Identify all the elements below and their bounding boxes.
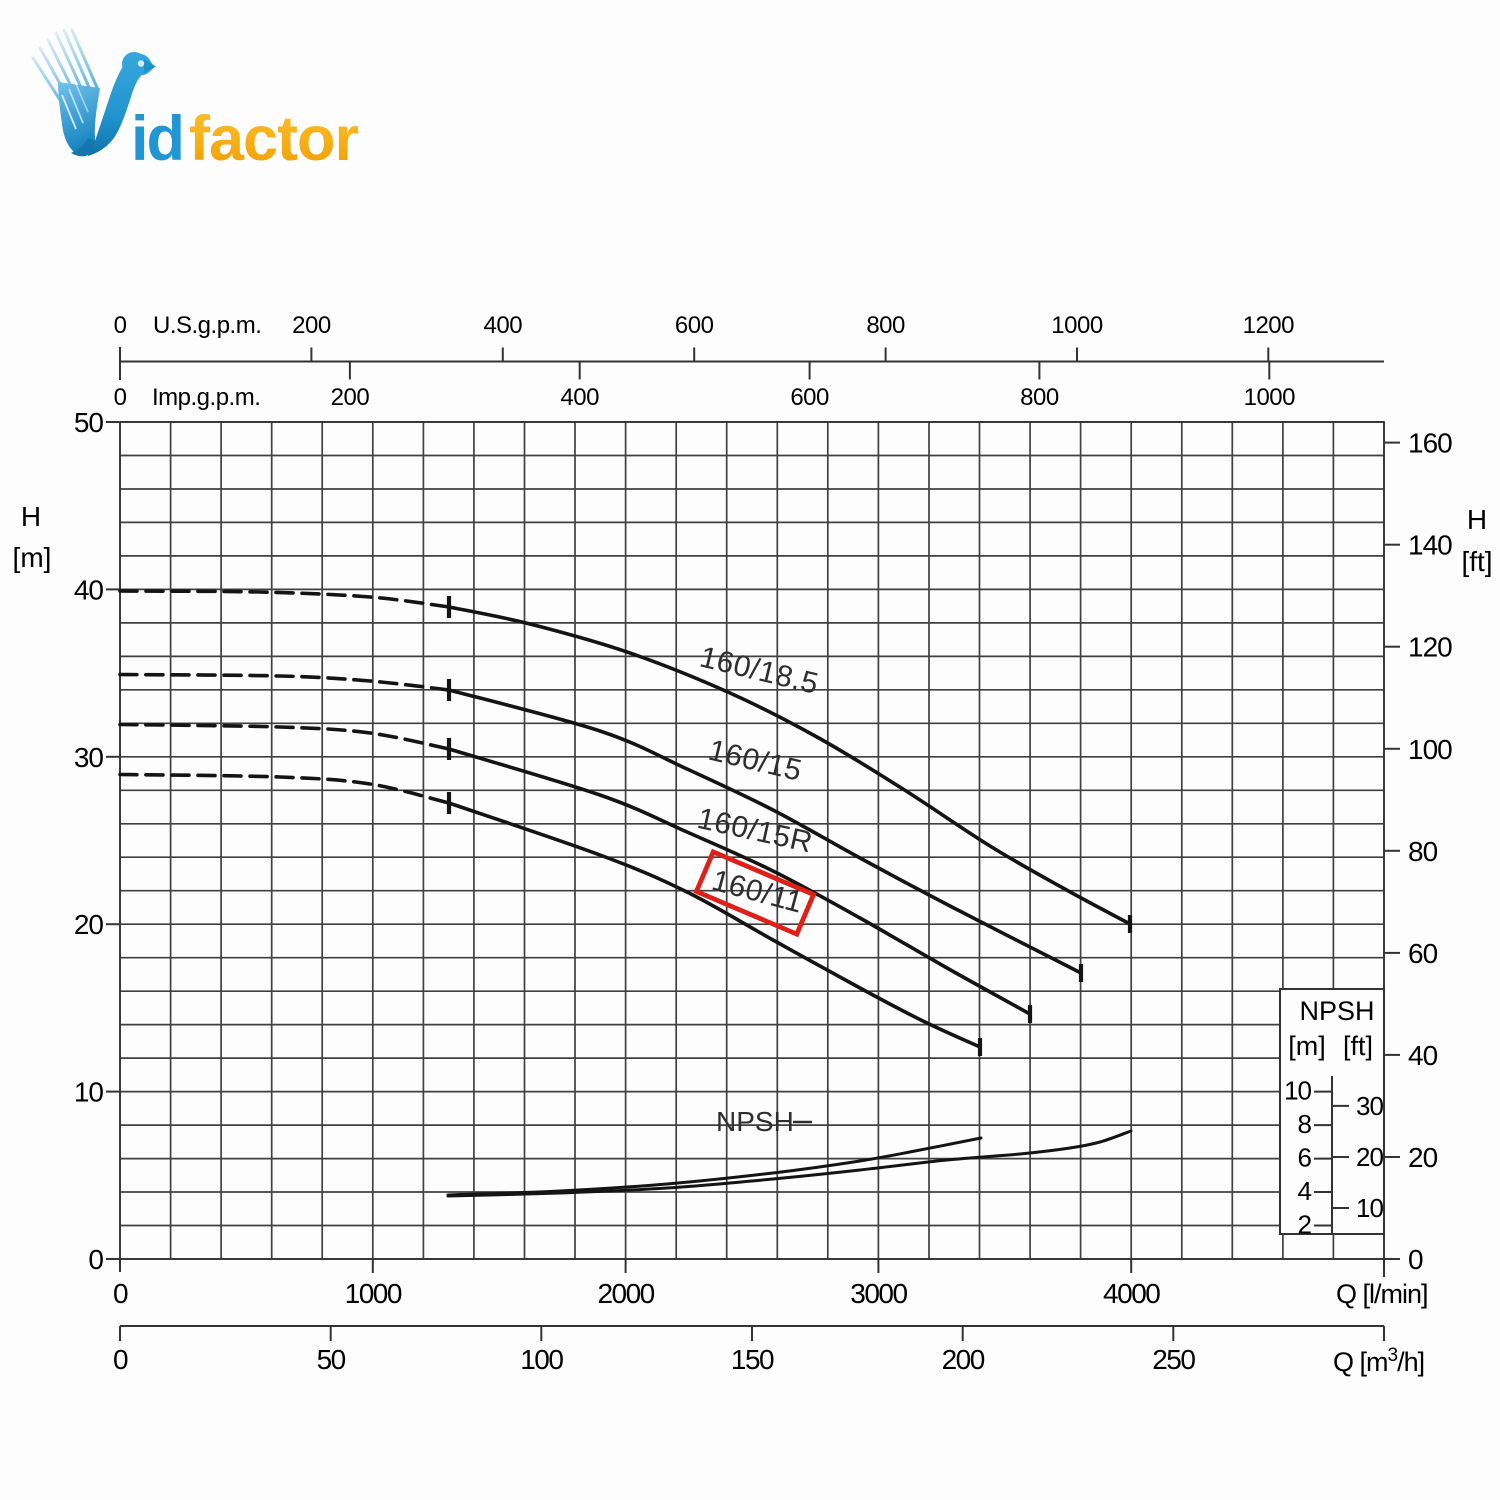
svg-text:4000: 4000: [1103, 1278, 1160, 1309]
svg-text:600: 600: [675, 312, 714, 339]
svg-text:1000: 1000: [1051, 312, 1103, 339]
svg-text:Q [l/min]: Q [l/min]: [1336, 1279, 1428, 1309]
svg-text:140: 140: [1408, 530, 1452, 561]
svg-text:0: 0: [113, 1278, 128, 1309]
svg-text:60: 60: [1408, 938, 1438, 969]
svg-text:[m]: [m]: [13, 542, 52, 573]
svg-text:10: 10: [74, 1077, 104, 1108]
svg-text:factor: factor: [189, 104, 359, 174]
svg-text:400: 400: [560, 384, 599, 411]
svg-text:800: 800: [1020, 384, 1059, 411]
svg-text:2000: 2000: [597, 1278, 654, 1309]
svg-text:30: 30: [1356, 1091, 1383, 1121]
svg-text:80: 80: [1408, 836, 1438, 867]
svg-text:8: 8: [1298, 1109, 1312, 1139]
svg-text:1000: 1000: [1244, 384, 1296, 411]
svg-text:[ft]: [ft]: [1343, 1031, 1373, 1061]
svg-text:800: 800: [866, 312, 905, 339]
svg-text:200: 200: [942, 1344, 985, 1375]
svg-text:[ft]: [ft]: [1461, 546, 1492, 577]
svg-text:40: 40: [1408, 1040, 1438, 1071]
svg-text:3000: 3000: [850, 1278, 907, 1309]
svg-text:50: 50: [317, 1344, 346, 1375]
svg-text:2: 2: [1298, 1210, 1312, 1240]
svg-text:20: 20: [74, 909, 104, 940]
svg-text:1000: 1000: [345, 1278, 402, 1309]
svg-text:160: 160: [1408, 428, 1452, 459]
svg-text:50: 50: [74, 407, 104, 438]
svg-text:30: 30: [74, 742, 104, 773]
svg-text:1200: 1200: [1243, 312, 1295, 339]
svg-text:4: 4: [1298, 1176, 1312, 1206]
svg-text:10: 10: [1356, 1193, 1383, 1223]
svg-text:120: 120: [1408, 632, 1452, 663]
svg-text:H: H: [21, 501, 41, 532]
svg-text:150: 150: [731, 1344, 774, 1375]
svg-text:0: 0: [114, 384, 127, 411]
svg-text:10: 10: [1284, 1076, 1311, 1106]
svg-text:200: 200: [292, 312, 331, 339]
svg-text:400: 400: [484, 312, 523, 339]
svg-text:20: 20: [1408, 1142, 1438, 1173]
svg-text:250: 250: [1152, 1344, 1195, 1375]
svg-text:Q [m3/h]: Q [m3/h]: [1333, 1345, 1424, 1377]
svg-text:0: 0: [113, 1344, 128, 1375]
svg-text:6: 6: [1298, 1143, 1312, 1173]
svg-text:0: 0: [88, 1244, 103, 1275]
svg-text:H: H: [1467, 504, 1487, 535]
svg-text:Imp.g.p.m.: Imp.g.p.m.: [152, 384, 260, 411]
svg-text:NPSH: NPSH: [1299, 996, 1374, 1026]
svg-text:100: 100: [1408, 734, 1452, 765]
svg-text:40: 40: [74, 574, 104, 605]
svg-text:NPSH: NPSH: [716, 1106, 794, 1137]
svg-text:100: 100: [520, 1344, 563, 1375]
svg-text:200: 200: [331, 384, 370, 411]
svg-text:600: 600: [790, 384, 829, 411]
svg-text:0: 0: [1408, 1244, 1423, 1275]
svg-text:20: 20: [1356, 1142, 1383, 1172]
svg-text:[m]: [m]: [1288, 1031, 1326, 1061]
svg-text:U.S.g.p.m.: U.S.g.p.m.: [153, 312, 261, 339]
svg-text:id: id: [131, 104, 183, 174]
svg-text:0: 0: [114, 312, 127, 339]
